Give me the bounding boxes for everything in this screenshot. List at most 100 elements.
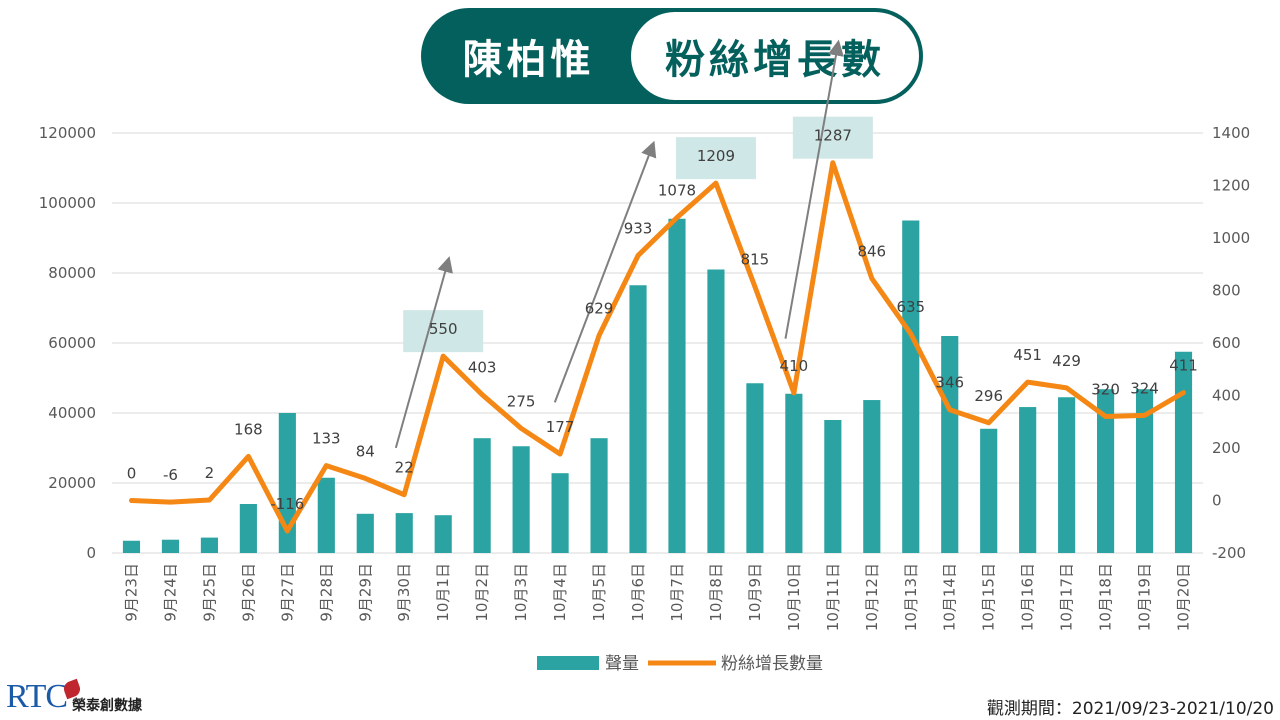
category-label: 10月3日	[512, 563, 530, 622]
category-label: 10月8日	[707, 563, 725, 622]
rtc-logo: RTC 榮泰創數據	[6, 678, 166, 718]
left-axis-tick-label: 80000	[48, 264, 96, 282]
bar	[941, 336, 959, 553]
bar	[707, 269, 725, 553]
bar	[1097, 389, 1115, 553]
right-axis-tick-label: 1400	[1212, 124, 1250, 142]
right-axis-tick-label: 0	[1212, 492, 1222, 510]
bar	[824, 420, 842, 553]
bar	[434, 515, 452, 553]
category-label: 10月18日	[1097, 563, 1115, 631]
bar	[122, 540, 141, 553]
bar	[512, 446, 530, 553]
line-series-path	[129, 160, 1186, 534]
data-label: 635	[896, 298, 925, 316]
data-label: 410	[780, 357, 809, 375]
category-label: 10月4日	[551, 563, 569, 622]
category-label: 9月26日	[239, 563, 257, 622]
category-label: 10月14日	[941, 563, 959, 631]
category-label: 10月20日	[1175, 563, 1193, 631]
data-label: 177	[546, 418, 575, 436]
bar	[1058, 397, 1076, 553]
right-axis-tick-label: 1000	[1212, 229, 1250, 247]
category-label: 10月16日	[1019, 563, 1037, 631]
bar	[902, 220, 920, 553]
data-label: 629	[585, 299, 614, 317]
data-label: 296	[974, 387, 1003, 405]
right-axis-tick-label: -200	[1212, 544, 1246, 562]
category-label: 10月7日	[668, 563, 686, 622]
category-label: 10月15日	[980, 563, 998, 631]
bar	[590, 438, 608, 553]
right-axis-tick-label: 200	[1212, 439, 1241, 457]
category-label: 10月17日	[1058, 563, 1076, 631]
data-label: -6	[163, 466, 178, 484]
left-axis-tick-label: 40000	[48, 404, 96, 422]
trend-arrow	[553, 140, 657, 403]
category-label: 9月28日	[317, 563, 335, 622]
bar	[1019, 407, 1037, 553]
category-label: 10月5日	[590, 563, 608, 622]
data-label: 411	[1169, 357, 1198, 375]
category-label: 10月11日	[824, 563, 842, 631]
data-label: 403	[468, 359, 497, 377]
data-label: 933	[624, 220, 653, 238]
left-axis-tick-label: 120000	[39, 124, 96, 142]
data-label: 815	[741, 251, 770, 269]
bar	[863, 400, 881, 553]
data-label: 451	[1013, 346, 1042, 364]
data-label: 2	[205, 464, 215, 482]
bar	[785, 393, 803, 553]
data-label: 320	[1091, 381, 1120, 399]
observation-period: 觀測期間：2021/09/23-2021/10/20	[986, 699, 1274, 719]
highlight-box	[403, 310, 484, 353]
trend-arrow	[394, 256, 453, 449]
data-label: 1287	[814, 127, 852, 145]
right-axis-tick-label: 1200	[1212, 177, 1250, 195]
person-name: 陳柏惟	[462, 37, 595, 83]
data-label: 0	[127, 465, 137, 483]
bar	[356, 513, 374, 553]
data-label: 133	[312, 430, 341, 448]
legend-label: 聲量	[605, 654, 639, 674]
legend-label: 粉絲增長數量	[721, 654, 823, 674]
left-axis-tick-label: 100000	[39, 194, 96, 212]
category-label: 10月13日	[902, 563, 920, 631]
bar	[551, 473, 569, 553]
chart-title: 粉絲增長數	[631, 12, 919, 100]
data-label: 429	[1052, 352, 1081, 370]
category-label: 10月2日	[473, 563, 491, 622]
bar	[395, 513, 413, 553]
data-label: 1209	[697, 147, 735, 165]
right-axis-tick-label: 600	[1212, 334, 1241, 352]
trend-arrow	[784, 39, 844, 339]
bar	[1135, 389, 1154, 553]
data-label: -116	[270, 495, 304, 513]
category-label: 10月19日	[1136, 563, 1154, 631]
bar	[629, 285, 647, 553]
category-label: 9月29日	[356, 563, 374, 622]
logo-letters: RTC	[6, 678, 68, 715]
logo-text: 榮泰創數據	[72, 698, 142, 714]
data-label: 275	[507, 392, 536, 410]
legend-swatch-bar	[537, 656, 599, 670]
data-label: 168	[234, 420, 263, 438]
data-label: 84	[356, 442, 375, 460]
right-axis-tick-label: 400	[1212, 387, 1241, 405]
category-label: 9月30日	[395, 563, 413, 622]
category-label: 10月6日	[629, 563, 647, 622]
data-label: 22	[395, 459, 414, 477]
category-label: 10月1日	[434, 563, 452, 622]
category-label: 9月23日	[122, 563, 140, 622]
bar	[980, 428, 998, 553]
bar	[200, 537, 218, 553]
bar	[746, 383, 764, 553]
bar	[1174, 351, 1193, 553]
highlight-box	[792, 116, 873, 159]
data-label: 550	[429, 320, 458, 338]
category-label: 9月24日	[161, 563, 179, 622]
data-label: 1078	[658, 182, 696, 200]
category-label: 10月12日	[863, 563, 881, 631]
bar	[239, 504, 257, 553]
